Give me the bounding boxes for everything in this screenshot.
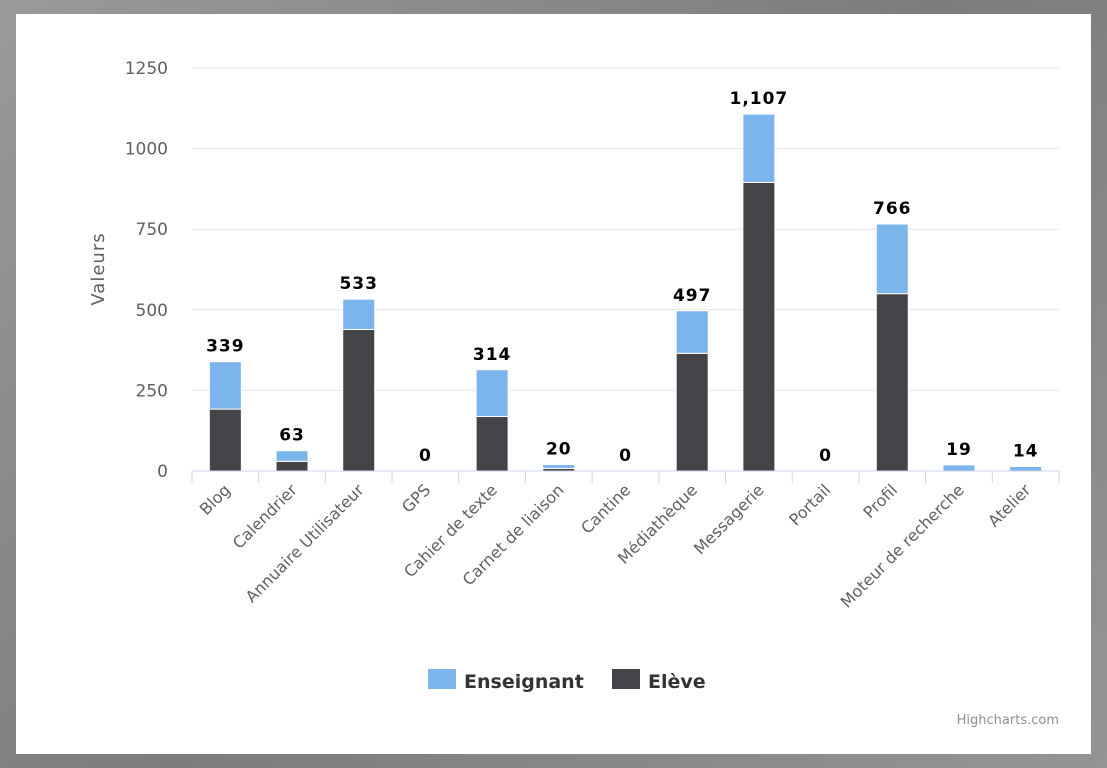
legend-item-eleve[interactable]: Elève	[612, 669, 706, 693]
data-label: 314	[473, 345, 512, 365]
bar-eleve	[476, 417, 508, 471]
chart-panel: 0 250 500 750 1000 1250 Valeurs 339 63 533 0 314 2…	[16, 14, 1091, 754]
bar-enseignant	[743, 114, 775, 182]
x-tick-label: Blog	[196, 480, 234, 518]
data-label: 339	[206, 337, 245, 357]
x-tick-label: Cantine	[577, 480, 634, 537]
bar-eleve	[209, 409, 241, 471]
bar-enseignant	[343, 299, 375, 329]
credits-link[interactable]: Highcharts.com	[957, 713, 1059, 728]
x-tick-label: Annuaire Utilisateur	[242, 480, 368, 606]
bar-eleve	[743, 182, 775, 471]
y-tick-label: 1250	[125, 59, 168, 79]
legend: Enseignant Elève	[428, 669, 706, 693]
data-label: 20	[546, 440, 572, 460]
bar-enseignant	[209, 362, 241, 409]
data-label: 19	[946, 440, 972, 460]
data-label: 14	[1013, 441, 1039, 461]
x-tick-label: Moteur de recherche	[837, 480, 968, 611]
bar-enseignant	[276, 451, 308, 462]
data-label: 533	[339, 274, 378, 294]
data-label: 63	[279, 426, 305, 446]
bar-enseignant	[1010, 466, 1042, 471]
x-tick-label: GPS	[398, 480, 434, 516]
bar-enseignant	[676, 311, 708, 354]
grid-lines	[192, 68, 1059, 390]
bar-eleve	[343, 329, 375, 471]
legend-label-enseignant: Enseignant	[464, 671, 584, 693]
data-label: 766	[873, 199, 912, 219]
y-tick-label: 250	[136, 381, 168, 401]
bar-enseignant	[876, 224, 908, 294]
x-tick-label: Messagerie	[690, 480, 768, 558]
bar-enseignant	[943, 465, 975, 471]
x-tick-label: Calendrier	[229, 480, 301, 552]
stacked-bar-chart: 0 250 500 750 1000 1250 Valeurs 339 63 533 0 314 2…	[16, 14, 1091, 754]
legend-label-eleve: Elève	[648, 671, 706, 693]
x-tick-label: Profil	[859, 480, 901, 522]
data-label: 1,107	[729, 89, 788, 109]
data-label: 497	[673, 286, 712, 306]
y-axis-label: Valeurs	[88, 232, 109, 305]
x-tick-label: Atelier	[984, 480, 1035, 531]
bar-eleve	[876, 294, 908, 471]
data-label: 0	[419, 446, 432, 466]
bar-enseignant	[543, 465, 575, 469]
legend-swatch-eleve	[612, 669, 640, 689]
y-tick-label: 500	[136, 301, 168, 321]
bar-enseignant	[476, 370, 508, 417]
y-axis-ticks: 0 250 500 750 1000 1250	[125, 59, 168, 482]
data-label: 0	[619, 446, 632, 466]
data-labels: 339 63 533 0 314 20 0 497 1,107 0 766 19 14	[206, 89, 1038, 466]
data-label: 0	[819, 446, 832, 466]
legend-swatch-enseignant	[428, 669, 456, 689]
y-tick-label: 1000	[125, 140, 168, 160]
x-tick-label: Portail	[785, 480, 834, 529]
bar-eleve	[676, 353, 708, 471]
bars	[209, 114, 1041, 471]
y-tick-label: 750	[136, 220, 168, 240]
legend-item-enseignant[interactable]: Enseignant	[428, 669, 584, 693]
y-tick-label: 0	[157, 462, 168, 482]
bar-eleve	[276, 461, 308, 471]
